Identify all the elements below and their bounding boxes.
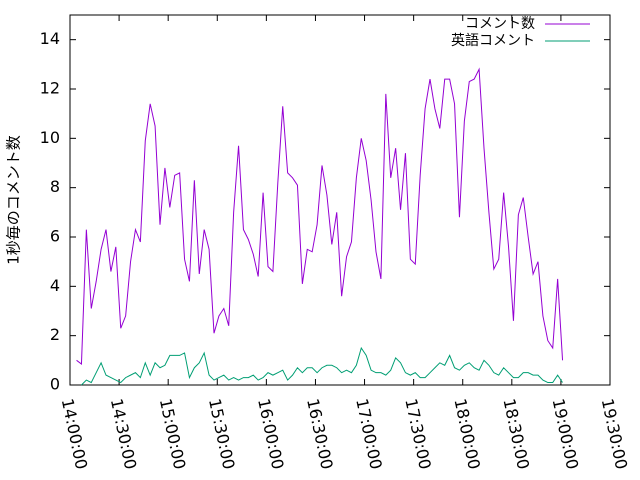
y-tick-label: 8 bbox=[50, 177, 60, 196]
x-tick-label: 18:30:00 bbox=[500, 397, 534, 471]
y-tick-label: 4 bbox=[50, 276, 60, 295]
data-line bbox=[76, 67, 564, 366]
y-tick-label: 0 bbox=[50, 375, 60, 394]
x-tick-label: 15:30:00 bbox=[205, 397, 239, 471]
x-tick-label: 16:00:00 bbox=[254, 397, 288, 471]
y-tick-label: 12 bbox=[40, 79, 60, 98]
y-tick-label: 10 bbox=[40, 128, 60, 147]
x-tick-label: 19:30:00 bbox=[598, 397, 632, 471]
legend-label: 英語コメント bbox=[451, 32, 535, 49]
y-axis-label: 1秒毎のコメント数 bbox=[5, 135, 23, 265]
data-line bbox=[81, 346, 563, 386]
x-tick-label: 19:00:00 bbox=[549, 397, 583, 471]
y-tick-label: 14 bbox=[40, 29, 60, 48]
legend-label: コメント数 bbox=[465, 16, 535, 32]
y-tick-label: 2 bbox=[50, 325, 60, 344]
x-tick-label: 18:00:00 bbox=[450, 397, 484, 471]
x-tick-label: 17:00:00 bbox=[352, 397, 386, 471]
plot-frame bbox=[69, 14, 611, 386]
x-tick-label: 14:00:00 bbox=[58, 397, 92, 471]
x-tick-label: 14:30:00 bbox=[107, 397, 141, 471]
x-tick-label: 17:30:00 bbox=[401, 397, 435, 471]
y-tick-label: 6 bbox=[50, 227, 60, 246]
x-tick-label: 16:30:00 bbox=[303, 397, 337, 471]
x-tick-label: 15:00:00 bbox=[156, 397, 190, 471]
